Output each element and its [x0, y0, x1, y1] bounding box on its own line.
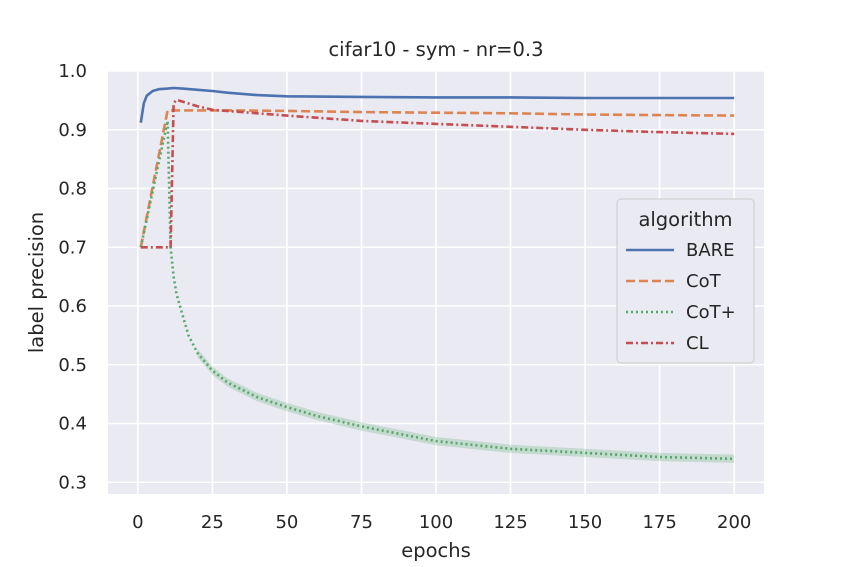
x-tick-labels: 0 25 50 75 100 125 150 175 200 [132, 512, 751, 533]
legend-box [616, 198, 755, 364]
chart-title: cifar10 - sym - nr=0.3 [328, 38, 543, 61]
series-line-bare [139, 86, 735, 123]
series-line-cl [140, 98, 735, 249]
y-tick-label: 0.5 [58, 355, 87, 376]
y-tick-label: 0.7 [58, 237, 87, 258]
y-tick-label: 0.3 [58, 472, 87, 493]
x-tick-label: 25 [201, 512, 224, 533]
x-tick-label: 175 [642, 512, 676, 533]
y-tick-label: 1.0 [58, 61, 87, 82]
series-lines [139, 86, 735, 463]
legend-label: BARE [686, 240, 735, 261]
x-tick-label: 50 [275, 512, 298, 533]
legend-label: CL [686, 333, 709, 354]
x-tick-label: 150 [568, 512, 602, 533]
legend-label: CoT+ [686, 302, 736, 323]
y-tick-label: 0.9 [58, 120, 87, 141]
x-axis-label: epochs [401, 539, 471, 562]
legend-title: algorithm [638, 208, 732, 231]
x-tick-label: 75 [350, 512, 373, 533]
x-tick-label: 100 [419, 512, 453, 533]
legend-label: CoT [686, 271, 722, 292]
y-tick-label: 0.8 [58, 179, 87, 200]
series-line-cot-plus [139, 119, 735, 461]
y-tick-labels: 0.3 0.4 0.5 0.6 0.7 0.8 0.9 1.0 [58, 61, 87, 493]
x-tick-label: 125 [493, 512, 527, 533]
y-tick-label: 0.6 [58, 296, 87, 317]
y-tick-label: 0.4 [58, 414, 87, 435]
x-tick-label: 200 [717, 512, 751, 533]
grid-lines [108, 70, 764, 494]
x-tick-label: 0 [132, 512, 143, 533]
legend: algorithm BARE CoT CoT+ CL [616, 198, 755, 364]
y-axis-label: label precision [25, 212, 48, 353]
cot-plus-confidence-band [197, 348, 735, 463]
